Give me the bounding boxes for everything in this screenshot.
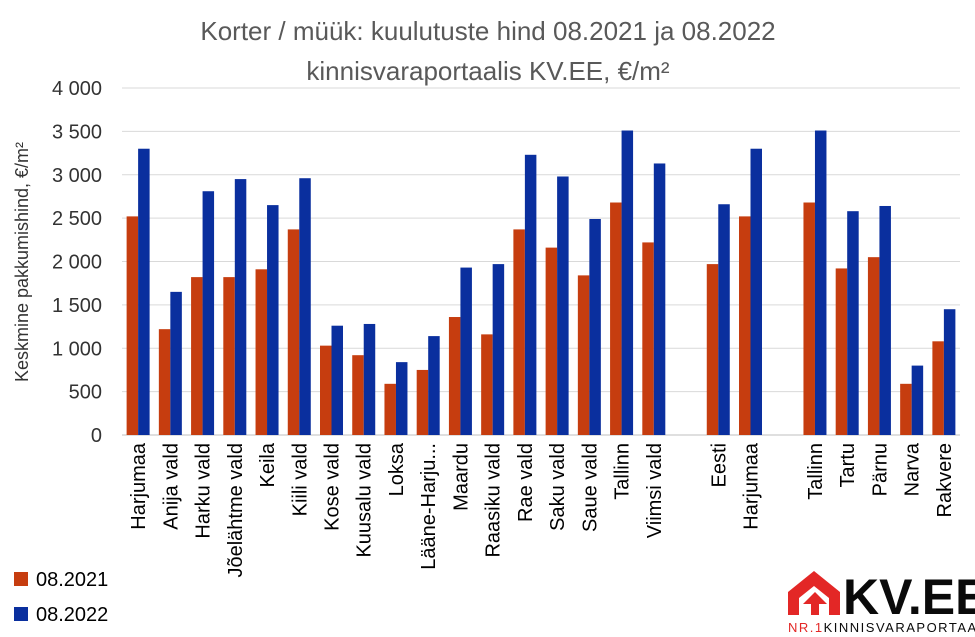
category-label: Kuusalu vald [354,443,376,558]
bar-08-2022 [557,176,569,436]
category-label: Raasiku vald [483,443,505,558]
y-tick-label: 1 000 [52,338,102,360]
bar-08-2022 [170,291,182,435]
category-label: Harjumaa [128,442,150,530]
bar-08-2021 [287,229,300,435]
bar-08-2022 [492,264,505,435]
bar-08-2021 [191,277,203,435]
bar-08-2021 [448,317,461,435]
bar-08-2021 [577,275,590,435]
legend-label-08-2022: 08.2022 [36,604,108,626]
bar-08-2022 [750,148,762,435]
bar-08-2021 [739,216,751,435]
bar-08-2021 [158,329,171,435]
bar-08-2022 [718,204,730,435]
category-label: Rakvere [934,443,956,517]
category-label: Saku vald [547,443,569,531]
y-tick-label: 2 000 [52,252,102,274]
bar-08-2022 [202,191,215,435]
bar-08-2022 [363,323,376,435]
bar-08-2022 [879,205,891,435]
bar-08-2021 [932,341,944,435]
category-labels: Harjumaa Anija vald Harku vald Jõelähtme va… [128,442,956,577]
bar-08-2021 [610,202,622,435]
bars [126,130,956,436]
bar-08-2022 [911,365,924,435]
y-tick-label: 500 [69,382,102,404]
category-label: Kose vald [322,443,344,531]
chart-title-line-1: Korter / müük: kuulutuste hind 08.2021 j… [200,16,775,46]
bar-08-2021 [642,242,654,435]
category-label: Rae vald [515,443,537,522]
bar-08-2021 [513,229,525,435]
arrow-logo-icon [803,592,827,615]
category-label: Harjumaa [741,442,763,530]
category-label: Anija vald [160,443,182,530]
category-label: Pärnu [869,443,891,496]
bar-08-2021 [416,369,429,435]
bar-08-2021 [481,334,493,435]
category-label: Keila [257,442,279,487]
y-tick-label: 0 [91,425,102,447]
category-label: Loksa [386,442,408,496]
category-label: Tartu [837,443,859,487]
legend-swatch-08-2021 [14,572,28,586]
y-tick-label: 3 000 [52,165,102,187]
bar-08-2022 [331,325,343,435]
bar-08-2022 [653,163,666,435]
bar-08-2021 [900,383,912,435]
bar-08-2021 [255,269,268,435]
bar-08-2021 [223,277,235,435]
bar-08-2021 [835,268,848,435]
bar-08-2021 [803,202,815,435]
bar-08-2022 [428,336,440,435]
bar-08-2021 [867,257,880,435]
bar-08-2022 [943,309,956,435]
kv-ee-logo: KV.EE NR.1KINNISVARAPORTAAL [788,569,975,635]
bar-08-2022 [621,130,634,435]
category-label: Lääne-Harju... [418,443,440,570]
house-logo-icon [788,571,840,615]
legend: 08.2021 08.2022 [14,569,108,626]
bar-08-2022 [267,205,279,435]
category-label: Harku vald [193,443,215,539]
bar-08-2022 [847,211,859,435]
category-label: Tallinn [612,443,634,500]
gridlines [122,87,960,436]
legend-label-08-2021: 08.2021 [36,569,108,591]
y-tick-label: 3 500 [52,121,102,143]
chart-title-line-2: kinnisvaraportaalis KV.EE, €/m² [306,56,670,86]
bar-08-2022 [395,362,408,435]
category-label: Kiili vald [289,443,311,516]
y-tick-label: 1 500 [52,295,102,317]
category-label: Maardu [450,443,472,511]
y-tick-label: 2 500 [52,208,102,230]
category-label: Eesti [708,443,730,487]
bar-08-2022 [234,179,247,435]
category-label: Viimsi vald [644,443,666,538]
legend-swatch-08-2022 [14,607,28,621]
bar-08-2021 [126,216,139,435]
logo-tagline: NR.1KINNISVARAPORTAAL [788,620,975,635]
bar-08-2021 [352,355,364,435]
category-label: Jõelähtme vald [225,443,247,578]
category-label: Saue vald [579,443,601,532]
bar-08-2021 [545,247,558,435]
y-tick-labels: 0 500 1 000 1 500 2 000 2 500 3 000 3 500 4 000 [52,78,102,447]
bar-08-2021 [384,383,396,435]
bar-08-2021 [706,264,719,435]
bar-08-2022 [138,148,150,435]
bar-08-2022 [589,218,601,435]
bar-08-2022 [814,130,827,435]
category-label: Narva [902,442,924,496]
y-tick-label: 4 000 [52,78,102,100]
bar-08-2022 [299,178,311,435]
category-label: Tallinn [805,443,827,500]
bar-08-2022 [524,154,537,436]
logo-text: KV.EE [843,569,975,625]
y-axis-label: Keskmine pakkumishind, €/m² [12,142,32,382]
bar-08-2022 [460,267,472,435]
bar-08-2021 [320,345,332,435]
